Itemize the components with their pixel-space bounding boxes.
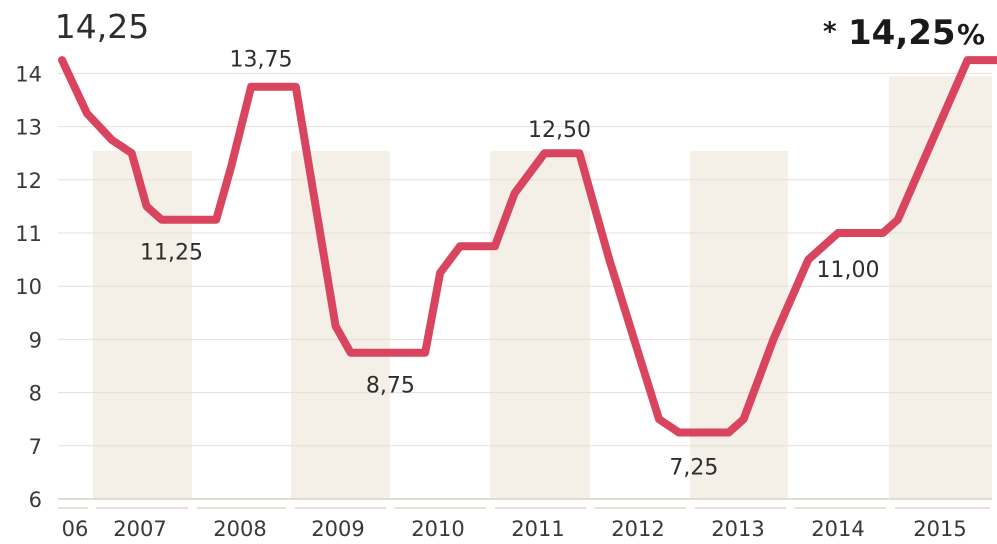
data-label: 11,00: [817, 258, 880, 283]
highlight-value: 14,25: [848, 13, 956, 53]
year-band: [490, 151, 590, 499]
series-line: [58, 56, 997, 437]
x-tick-label: 2008: [213, 517, 266, 541]
x-axis: 06 2007 2008 2009 2010 2011 2012 2013 2014 2015: [62, 517, 967, 541]
y-tick-label: 6: [29, 488, 42, 512]
data-label: 7,25: [669, 456, 718, 481]
year-band: [690, 151, 788, 499]
y-tick-label: 11: [15, 222, 42, 246]
y-axis: 6 7 8 9 10 11 12 13 14: [15, 62, 42, 512]
data-label: 13,75: [230, 48, 293, 73]
series: [58, 56, 997, 437]
x-tick-label: 06: [62, 517, 89, 541]
y-tick-label: 12: [15, 169, 42, 193]
y-tick-label: 14: [15, 62, 42, 86]
y-tick-label: 13: [15, 116, 42, 140]
y-tick-label: 7: [29, 435, 42, 459]
x-tick-label: 2015: [913, 517, 966, 541]
data-label: 11,25: [140, 241, 203, 266]
year-band: [889, 76, 992, 499]
x-tick-label: 2010: [411, 517, 464, 541]
x-tick-label: 2013: [711, 517, 764, 541]
y-tick-label: 10: [15, 275, 42, 299]
grid-lines: [58, 72, 992, 509]
data-labels: 14,25 13,75 11,25 8,75 12,50 7,25 11,00: [55, 7, 880, 480]
x-tick-label: 2012: [611, 517, 664, 541]
highlight-unit: %: [957, 18, 985, 51]
data-label: 8,75: [366, 374, 415, 399]
data-label: 12,50: [528, 118, 591, 143]
data-label: 14,25: [55, 7, 149, 46]
year-band: [93, 151, 192, 499]
year-bands: [93, 76, 992, 499]
y-tick-label: 8: [29, 382, 42, 406]
x-tick-label: 2007: [113, 517, 166, 541]
year-band: [291, 151, 390, 499]
y-tick-label: 9: [29, 328, 42, 352]
x-tick-label: 2011: [511, 517, 564, 541]
x-tick-label: 2009: [311, 517, 364, 541]
highlight-label: * 14,25 %: [823, 13, 985, 53]
highlight-star: *: [823, 17, 837, 47]
x-tick-label: 2014: [811, 517, 864, 541]
